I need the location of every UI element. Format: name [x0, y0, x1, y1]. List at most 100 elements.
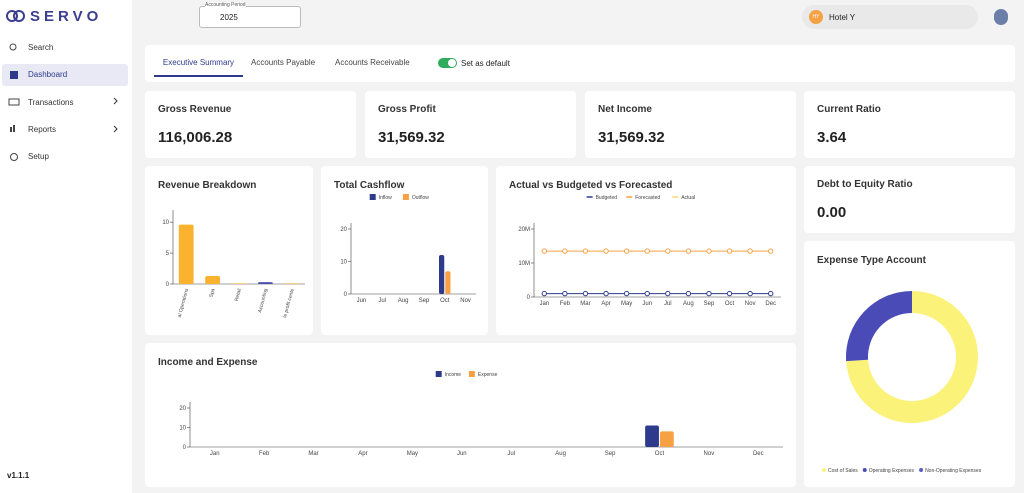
chevrons	[112, 97, 120, 137]
x-tick-label: Apr	[601, 301, 610, 307]
x-tick-label: Accounting	[257, 288, 269, 314]
hotel-avatar: HY	[809, 10, 823, 24]
hotel-name: Hotel Y	[829, 13, 855, 22]
kpi-card: Debt to Equity Ratio 0.00	[804, 166, 1015, 233]
bar	[232, 283, 247, 284]
point	[624, 249, 628, 253]
tab[interactable]: Executive Summary	[154, 58, 243, 77]
x-tick-label: May	[621, 301, 632, 307]
legend-label: Inflow	[379, 195, 392, 201]
bar	[205, 276, 220, 284]
legend-swatch	[469, 371, 475, 377]
legend-swatch	[822, 468, 826, 472]
point	[727, 249, 731, 253]
x-tick-label: Sep	[605, 451, 616, 457]
kpi-label: Gross Revenue	[158, 104, 231, 115]
chart-title: Income and Expense	[158, 357, 257, 368]
chart: 010M20MJanFebMarAprMayJunJulAugSepOctNov…	[496, 166, 796, 335]
x-tick-label: Aug	[555, 451, 566, 457]
point	[686, 291, 690, 295]
y-tick-label: 20	[179, 406, 186, 412]
x-tick-label: Jun	[457, 451, 467, 457]
x-tick-label: le profit cente	[282, 288, 296, 319]
bar	[445, 271, 450, 294]
nav-item[interactable]: Transactions	[2, 92, 128, 114]
x-tick-label: Sep	[704, 301, 715, 307]
chart-title: Revenue Breakdown	[158, 180, 256, 191]
donut-slice	[846, 291, 912, 361]
chart: Cost of SalesOperating ExpensesNon-Opera…	[804, 241, 1015, 487]
legend-label: Expense	[478, 372, 498, 378]
legend-label: Operating Expenses	[869, 468, 915, 474]
toggle-label: Set as default	[461, 59, 510, 68]
y-tick-label: 0	[344, 292, 348, 298]
y-tick-label: 0	[527, 295, 531, 301]
x-tick-label: Aug	[683, 301, 694, 307]
point	[707, 249, 711, 253]
y-tick-label: 5	[166, 251, 170, 257]
chart-card: Cost of SalesOperating ExpensesNon-Opera…	[804, 241, 1015, 487]
kpi-value: 31,569.32	[378, 129, 445, 146]
user-avatar[interactable]	[994, 9, 1008, 25]
bar	[284, 283, 299, 284]
legend-label: Non-Operating Expenses	[925, 468, 982, 474]
nav-item[interactable]: Dashboard	[2, 64, 128, 86]
bar	[439, 255, 444, 294]
y-tick-label: 0	[183, 445, 187, 451]
point	[542, 291, 546, 295]
legend-label: Outflow	[412, 195, 429, 201]
point	[769, 291, 773, 295]
y-tick-label: 20M	[518, 227, 530, 233]
x-tick-label: Spa	[208, 288, 216, 298]
x-tick-label: Oct	[655, 451, 665, 457]
kpi-value: 31,569.32	[598, 129, 665, 146]
point	[666, 249, 670, 253]
legend-swatch	[919, 468, 923, 472]
nav-item[interactable]: Reports	[2, 119, 128, 141]
kpi-label: Debt to Equity Ratio	[817, 179, 913, 190]
x-tick-label: Mar	[580, 301, 590, 307]
x-tick-label: Nov	[460, 298, 471, 304]
point	[727, 291, 731, 295]
chart-card: 010M20MJanFebMarAprMayJunJulAugSepOctNov…	[496, 166, 796, 335]
chart-card: 0510al OperationsSpaRetailAccountingle p…	[145, 166, 313, 335]
x-tick-label: Oct	[440, 298, 450, 304]
chart: 0510al OperationsSpaRetailAccountingle p…	[145, 166, 313, 335]
y-tick-label: 10	[162, 220, 169, 226]
kpi-card: Gross Profit 31,569.32	[365, 91, 576, 158]
sidebar: SERVO Search Dashboard Transactions Repo…	[0, 0, 132, 493]
kpi-label: Gross Profit	[378, 104, 436, 115]
kpi-value: 116,006.28	[158, 129, 232, 146]
point	[563, 291, 567, 295]
chart-title: Expense Type Account	[817, 255, 926, 266]
period-value: 2025	[220, 13, 238, 22]
x-tick-label: May	[407, 451, 418, 457]
x-tick-label: Feb	[560, 301, 571, 307]
version: v1.1.1	[7, 471, 29, 480]
nav-item[interactable]: Setup	[2, 146, 128, 168]
x-tick-label: Retail	[234, 288, 243, 302]
tabs: Executive Summary Accounts Payable Accou…	[145, 45, 1015, 82]
x-tick-label: Sep	[419, 298, 430, 304]
x-tick-label: Jan	[210, 451, 220, 457]
tab[interactable]: Accounts Receivable	[335, 58, 410, 67]
kpi-value: 0.00	[817, 204, 846, 221]
legend-swatch	[436, 371, 442, 377]
chart: 01020JunJulAugSepOctNovInflowOutflow	[321, 166, 488, 335]
kpi-label: Net Income	[598, 104, 652, 115]
legend-label: Income	[445, 372, 462, 378]
point	[624, 291, 628, 295]
toggle[interactable]	[438, 58, 457, 68]
tab[interactable]: Accounts Payable	[251, 58, 315, 67]
nav-item[interactable]: Search	[2, 37, 128, 59]
kpi-value: 3.64	[817, 129, 846, 146]
y-tick-label: 10	[340, 260, 347, 266]
point	[542, 249, 546, 253]
legend-label: Forecasted	[635, 195, 660, 201]
point	[604, 249, 608, 253]
kpi-card: Net Income 31,569.32	[585, 91, 796, 158]
hotel-select[interactable]: HY Hotel Y	[802, 5, 978, 29]
period-label: Accounting Period	[205, 2, 246, 8]
period-select[interactable]: Accounting Period 2025	[199, 6, 301, 28]
